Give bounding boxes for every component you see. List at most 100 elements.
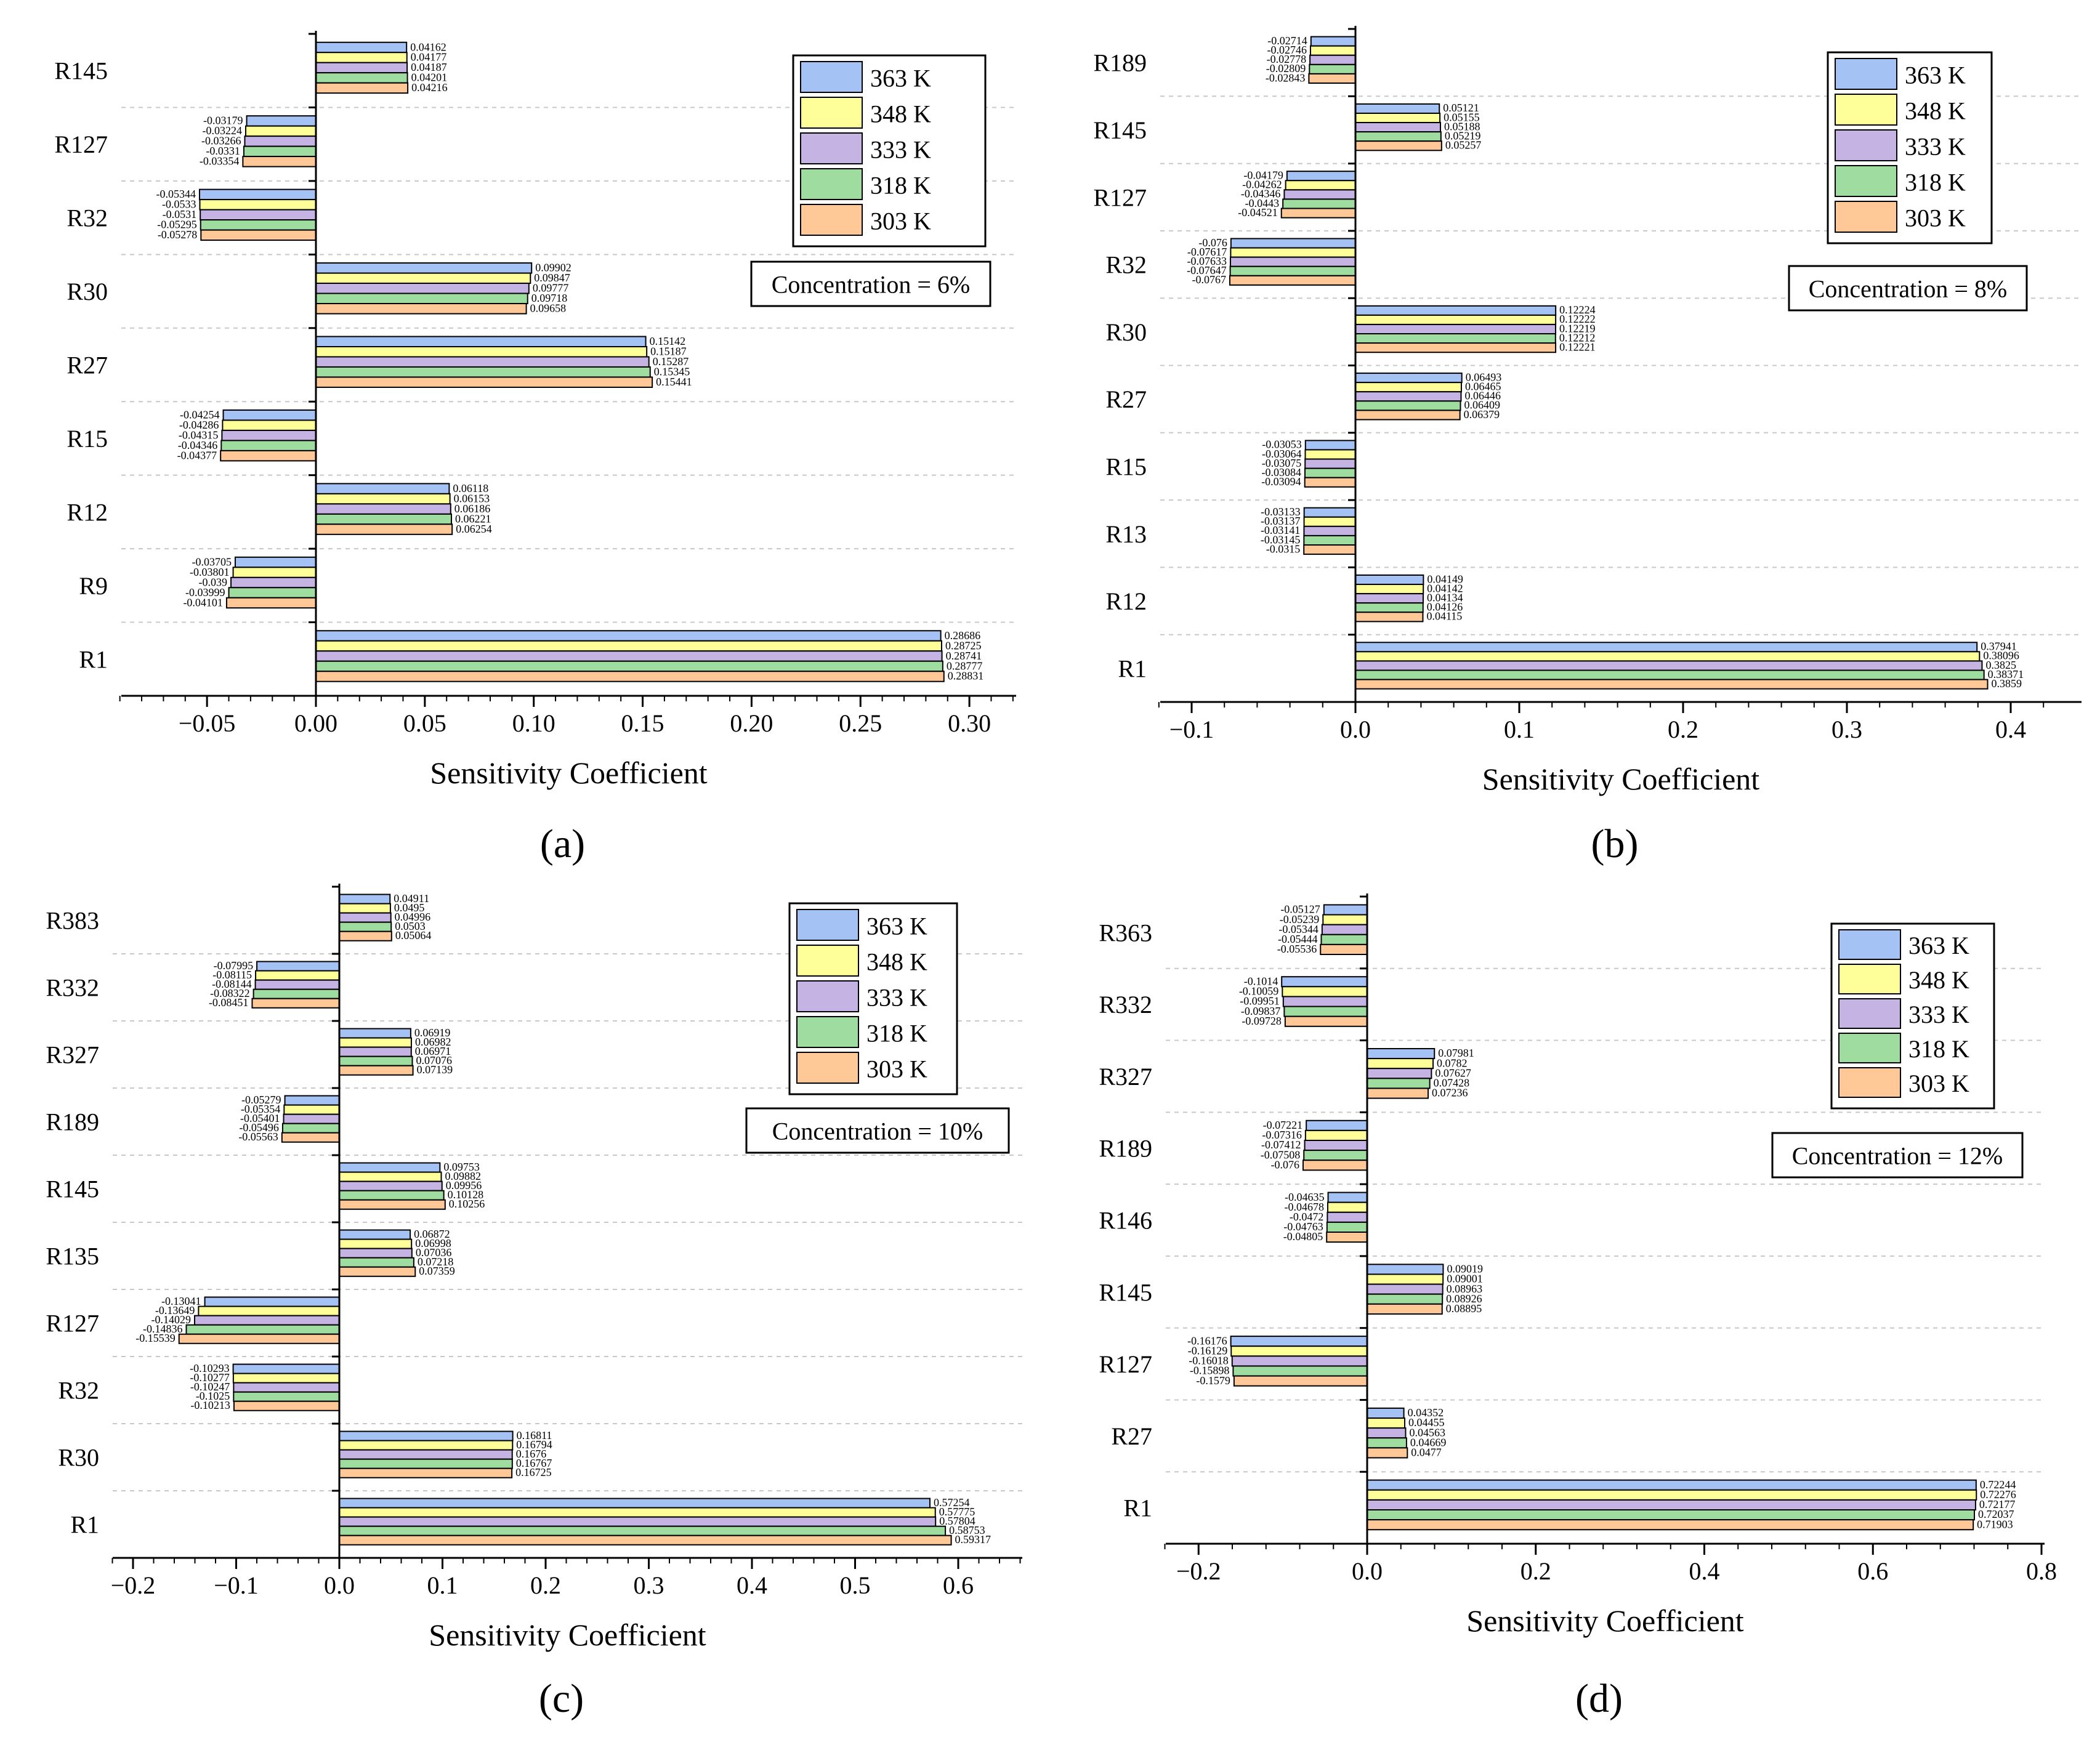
value-label: 0.09882 <box>445 1170 482 1182</box>
value-label: 0.07236 <box>1432 1087 1468 1099</box>
bar-R1-363K <box>1355 642 1978 653</box>
bar-R135-363K <box>339 1229 411 1240</box>
bar-R145-348K <box>1355 112 1441 124</box>
value-label: 0.04115 <box>1426 610 1462 623</box>
x-tick-label: −0.2 <box>1176 1557 1221 1585</box>
value-label: -0.04763 <box>1283 1220 1323 1233</box>
value-label: 0.04669 <box>1410 1436 1447 1448</box>
value-label: 0.08963 <box>1447 1283 1483 1295</box>
category-label: R332 <box>46 974 99 1002</box>
legend-swatch <box>796 1016 859 1048</box>
bar-R32-303K <box>1229 275 1357 286</box>
x-tick-label: 0.05 <box>403 709 446 737</box>
legend-swatch <box>1835 201 1897 233</box>
value-label: 0.3825 <box>1985 659 2016 671</box>
bar-R146-303K <box>1326 1232 1368 1243</box>
bar-R27-318K <box>315 366 651 378</box>
bar-R12-363K <box>315 483 450 494</box>
category-label: R145 <box>1093 116 1147 144</box>
value-label: 0.09658 <box>530 302 567 315</box>
value-label: -0.05563 <box>238 1131 278 1143</box>
bar-R32-318K <box>200 219 317 231</box>
bar-R13-318K <box>1303 534 1357 546</box>
bar-R30-303K <box>339 1467 513 1478</box>
value-label: 0.06409 <box>1464 399 1500 411</box>
x-tick-label: 0.6 <box>1857 1557 1888 1585</box>
bar-R15-318K <box>220 440 317 451</box>
annotation-box <box>750 260 991 307</box>
value-label: 0.09019 <box>1447 1263 1483 1275</box>
x-tick-label: 0.6 <box>943 1571 974 1599</box>
value-label: -0.03137 <box>1261 515 1301 527</box>
value-label: 0.09902 <box>535 262 571 274</box>
bar-R127-318K <box>1282 198 1357 209</box>
bar-R9-333K <box>230 576 317 589</box>
legend-label: 348 K <box>1905 97 1966 125</box>
bar-R332-318K <box>252 988 340 999</box>
value-label: -0.05401 <box>240 1112 280 1124</box>
panel-label: (a) <box>540 821 585 866</box>
value-label: -0.10213 <box>190 1399 230 1411</box>
legend-label: 363 K <box>1905 62 1966 89</box>
legend-label: 348 K <box>866 948 927 976</box>
value-label: 0.04216 <box>411 81 448 94</box>
value-label: 0.05219 <box>1445 129 1481 142</box>
value-label: -0.04805 <box>1283 1230 1323 1243</box>
value-label: -0.04101 <box>183 596 223 608</box>
bar-R15-363K <box>1304 440 1357 451</box>
value-label: -0.14029 <box>151 1313 192 1326</box>
value-label: -0.02843 <box>1266 71 1306 84</box>
value-label: 0.04134 <box>1427 592 1463 604</box>
value-label: -0.0533 <box>162 198 196 211</box>
value-label: 0.15142 <box>650 335 686 347</box>
value-label: 0.28741 <box>946 650 982 662</box>
category-label: R363 <box>1099 919 1152 946</box>
bar-R27-348K <box>1355 382 1462 393</box>
legend-label: 363 K <box>866 913 927 940</box>
value-label: 0.08926 <box>1446 1292 1482 1305</box>
value-label: -0.04346 <box>1241 188 1281 200</box>
legend: 363 K 348 K 333 K 318 K 303 K <box>792 54 987 248</box>
bar-R27-318K <box>1355 400 1461 411</box>
value-label: -0.03084 <box>1261 466 1301 478</box>
value-label: 0.09001 <box>1447 1273 1483 1285</box>
bar-R1-333K <box>1367 1499 1976 1510</box>
bar-R127-303K <box>178 1333 340 1344</box>
bar-R135-333K <box>339 1248 413 1259</box>
value-label: -0.03133 <box>1261 506 1301 518</box>
value-label: 0.16725 <box>515 1466 552 1478</box>
bar-R9-348K <box>232 567 317 578</box>
value-label: -0.02809 <box>1266 62 1306 75</box>
bar-R145-363K <box>339 1162 441 1173</box>
x-tick-label: 0.8 <box>2026 1557 2057 1585</box>
value-label: 0.15187 <box>650 345 687 358</box>
value-label: 0.57804 <box>939 1515 975 1527</box>
bar-R127-303K <box>1280 208 1357 219</box>
bar-R1-303K <box>315 671 945 682</box>
legend-swatch <box>800 61 863 93</box>
annotation-box <box>1788 265 2028 312</box>
bar-R383-333K <box>339 912 392 923</box>
value-label: -0.10293 <box>190 1362 230 1374</box>
bar-R145-333K <box>1367 1283 1444 1295</box>
value-label: 0.12221 <box>1559 341 1596 353</box>
bar-R135-303K <box>339 1266 416 1277</box>
x-axis-title: Sensitivity Coefficient <box>1466 1603 1744 1638</box>
bar-R27-333K <box>315 356 650 368</box>
bar-R127-348K <box>244 125 317 137</box>
value-label: -0.03179 <box>203 115 243 127</box>
category-label: R32 <box>1105 251 1147 279</box>
value-label: -0.10247 <box>190 1381 230 1393</box>
bar-R145-333K <box>1355 122 1442 133</box>
bar-R332-303K <box>251 998 340 1009</box>
bar-R127-333K <box>244 135 317 147</box>
bar-R327-363K <box>339 1028 411 1039</box>
value-label: -0.05536 <box>1277 943 1317 955</box>
bar-R127-303K <box>1233 1375 1368 1387</box>
x-axis-title: Sensitivity Coefficient <box>430 756 708 790</box>
value-label: 0.06118 <box>453 482 488 494</box>
legend-swatch <box>1835 129 1897 161</box>
value-label: -0.05496 <box>239 1121 279 1134</box>
